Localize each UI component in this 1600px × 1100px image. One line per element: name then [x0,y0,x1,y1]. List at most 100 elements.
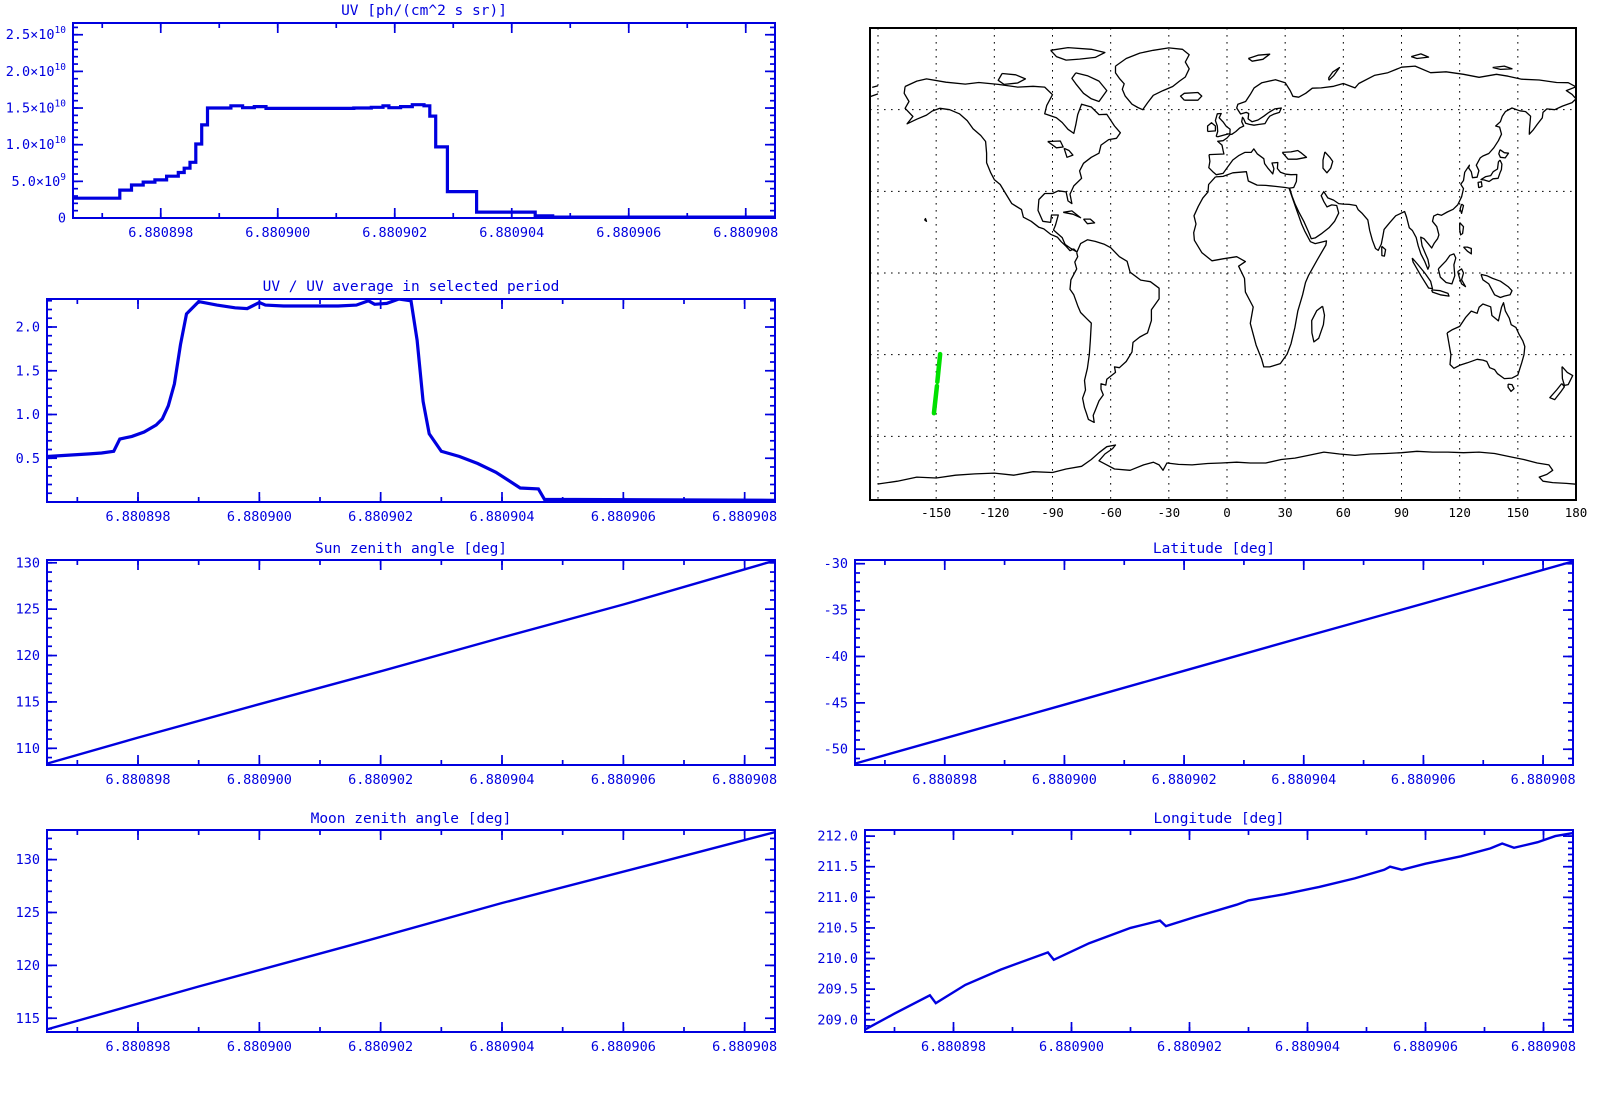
latitude-title: Latitude [deg] [1153,541,1275,557]
x-tick-label: 6.880900 [1039,1039,1104,1055]
coastline [1281,149,1308,160]
uv-ratio-chart: 6.880898 6.880900 6.880902 6.880904 6.880906… [16,298,777,525]
y-tick-label: 211.5 [817,859,858,875]
x-tick-label: 6.880908 [712,1039,777,1055]
map-lon-label: 120 [1448,505,1471,520]
coastline [1411,257,1434,290]
sun-zenith-chart-curve [46,559,776,765]
coastline [1114,47,1190,111]
y-tick-label: -50 [824,742,848,758]
x-tick-label: 6.880900 [227,1039,292,1055]
x-tick-label: 6.880900 [227,509,292,525]
x-tick-label: 6.880906 [591,772,656,788]
sun-zenith-chart: 6.880898 6.880900 6.880902 6.880904 6.880906… [16,555,778,788]
x-tick-label: 6.880902 [1152,772,1217,788]
coastline [1437,253,1457,285]
y-tick-label: 1.5×1010 [6,99,67,117]
map-lon-label: -90 [1041,505,1064,520]
x-tick-label: 6.880902 [348,1039,413,1055]
coastline [1069,239,1160,424]
map-lon-label: -30 [1158,505,1181,520]
x-tick-label: 6.880904 [1275,1039,1340,1055]
y-tick-label: 125 [16,602,40,618]
coastline [1459,203,1465,215]
y-tick-label: 130 [16,555,40,571]
coastline [1430,289,1450,297]
x-tick-label: 6.880908 [712,772,777,788]
y-tick-label: 211.0 [817,890,858,906]
x-tick-label: 6.880908 [1511,772,1576,788]
x-tick-label: 6.880898 [921,1039,986,1055]
coastline [1507,383,1515,393]
y-tick-label: -35 [824,603,848,619]
y-tick-label: 5.0×109 [11,172,66,190]
coastline [1463,246,1472,255]
moon-zenith-chart-curve [46,830,776,1031]
x-tick-label: 6.880900 [227,772,292,788]
latitude-chart-curve [854,560,1574,765]
map-lon-label: 90 [1394,505,1409,520]
uv-chart-curve [73,103,775,219]
y-tick-label: 110 [16,741,40,757]
longitude-title: Longitude [deg] [1154,811,1285,827]
y-tick-label: 210.0 [817,951,858,967]
uv-chart-title: UV [ph/(cm^2 s sr)] [341,3,507,19]
x-tick-label: 6.880902 [362,225,427,241]
coastline [1477,181,1483,189]
map-lon-label: 180 [1565,505,1588,520]
coastline [1050,46,1106,61]
coastline [997,72,1027,86]
map-lon-label: -150 [921,505,951,520]
y-tick-label: -30 [824,556,848,572]
coastline [1549,383,1566,401]
map-lon-label: 0 [1223,505,1231,520]
x-tick-label: 6.880906 [591,509,656,525]
y-tick-label: 130 [16,852,40,868]
coastline [1179,91,1203,101]
longitude-chart-curve [864,831,1574,1031]
y-tick-label: -40 [824,649,848,665]
x-tick-label: 6.880904 [1271,772,1336,788]
x-tick-label: 6.880902 [1157,1039,1222,1055]
uv-ratio-chart-title: UV / UV average in selected period [263,279,560,295]
coastline [1206,122,1217,133]
coastline [1459,222,1465,236]
coastline [1063,210,1082,219]
coastline [872,85,879,89]
x-tick-label: 6.880906 [591,1039,656,1055]
coastline [1083,218,1096,225]
coastline [1480,273,1513,299]
world-map: -150 -120 -90 -60 -30 0 30 60 90 120 150 180 [869,27,1588,520]
y-tick-label: 209.0 [817,1012,858,1028]
x-tick-label: 6.880908 [1511,1039,1576,1055]
x-tick-label: 6.880900 [1032,772,1097,788]
coastline [1381,245,1387,257]
coastline [1214,112,1231,138]
y-tick-label: 2.0×1010 [6,62,67,80]
x-tick-label: 6.880900 [245,225,310,241]
map-lon-label: -120 [979,505,1009,520]
coastline [1328,66,1341,81]
coastline [1480,159,1503,183]
x-tick-label: 6.880898 [912,772,977,788]
x-tick-label: 6.880898 [105,772,170,788]
y-tick-label: 2.5×1010 [6,25,67,43]
sun-zenith-title: Sun zenith angle [deg] [315,541,507,557]
x-tick-label: 6.880904 [469,772,534,788]
ground-track [931,383,940,416]
uv-ratio-chart-curve [46,298,776,502]
y-tick-label: 115 [16,1011,40,1027]
moon-zenith-title: Moon zenith angle [deg] [311,811,512,827]
y-tick-label: 1.0×1010 [6,135,67,153]
coastline [1311,305,1326,343]
map-lon-label: 60 [1336,505,1351,520]
x-tick-label: 6.880906 [1391,772,1456,788]
x-tick-label: 6.880904 [469,1039,534,1055]
x-tick-label: 6.880898 [128,225,193,241]
coastline [1446,302,1526,380]
coastline [870,93,879,98]
y-tick-label: 120 [16,958,40,974]
coastline [1193,171,1328,368]
y-tick-label: 1.5 [16,363,40,379]
